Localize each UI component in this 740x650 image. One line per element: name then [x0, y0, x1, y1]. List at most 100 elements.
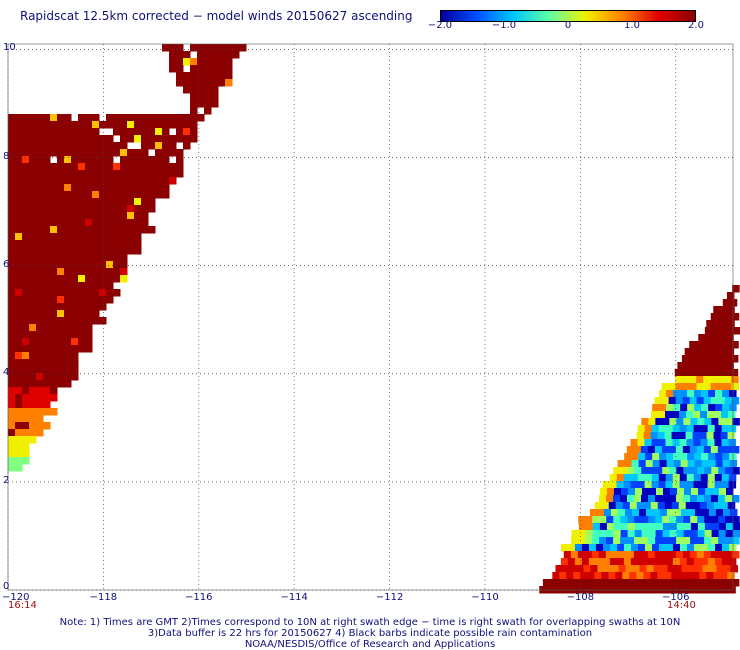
wind-difference-cell [50, 359, 58, 367]
wind-difference-cell [702, 355, 711, 363]
wind-difference-cell [92, 205, 100, 213]
wind-difference-cell [22, 296, 30, 304]
wind-difference-cell [709, 565, 717, 573]
wind-difference-cell [668, 551, 677, 559]
wind-difference-cell [732, 530, 740, 538]
wind-difference-cell [594, 502, 603, 510]
wind-difference-cell [225, 51, 233, 59]
wind-difference-cell [29, 380, 37, 388]
wind-difference-cell [704, 418, 712, 426]
wind-difference-cell [85, 198, 93, 206]
wind-difference-cell [15, 296, 23, 304]
wind-difference-cell [15, 114, 23, 122]
wind-difference-cell [583, 565, 591, 573]
wind-difference-cell [666, 390, 674, 398]
wind-difference-cell [658, 474, 667, 482]
wind-difference-cell [127, 191, 135, 199]
wind-difference-cell [722, 404, 730, 412]
wind-difference-cell [701, 390, 709, 398]
wind-difference-cell [64, 177, 72, 185]
wind-difference-cell [29, 149, 37, 157]
wind-difference-cell [71, 275, 79, 283]
wind-difference-cell [707, 558, 716, 566]
wind-difference-cell [22, 317, 30, 325]
wind-difference-cell [127, 240, 135, 248]
wind-difference-cell [8, 338, 16, 346]
wind-difference-cell [715, 460, 724, 468]
wind-difference-cell [22, 268, 30, 276]
wind-difference-cell [690, 530, 699, 538]
wind-difference-cell [693, 481, 702, 489]
wind-difference-cell [707, 544, 716, 552]
wind-difference-cell [148, 170, 156, 178]
wind-difference-cell [50, 170, 58, 178]
wind-difference-cell [15, 429, 23, 437]
wind-difference-cell [691, 488, 699, 496]
wind-difference-cell [78, 156, 86, 164]
wind-difference-cell [570, 551, 579, 559]
wind-difference-cell [654, 446, 663, 454]
wind-difference-cell [141, 114, 149, 122]
wind-difference-cell [71, 345, 79, 353]
wind-difference-cell [718, 523, 727, 531]
wind-difference-cell [728, 411, 736, 419]
wind-difference-cell [113, 121, 121, 129]
wind-difference-cell [50, 296, 58, 304]
wind-difference-cell [715, 509, 724, 517]
wind-difference-cell [120, 156, 128, 164]
wind-difference-cell [78, 184, 86, 192]
wind-difference-cell [85, 247, 93, 255]
wind-difference-cell [183, 114, 191, 122]
wind-difference-cell [92, 289, 100, 297]
wind-difference-cell [643, 432, 652, 440]
wind-difference-cell [718, 327, 727, 335]
wind-difference-cell [43, 317, 51, 325]
wind-difference-cell [43, 247, 51, 255]
wind-difference-cell [675, 495, 684, 503]
wind-difference-cell [624, 509, 633, 517]
wind-difference-cell [57, 142, 65, 150]
wind-difference-cell [708, 509, 717, 517]
wind-difference-cell [120, 163, 128, 171]
wind-difference-cell [169, 163, 177, 171]
wind-difference-cell [712, 348, 721, 356]
wind-difference-cell [706, 502, 715, 510]
wind-difference-cell [36, 394, 44, 402]
wind-difference-cell [169, 58, 177, 66]
wind-difference-cell [169, 51, 177, 59]
wind-difference-cell [714, 411, 722, 419]
wind-difference-cell [696, 579, 705, 587]
wind-difference-cell [615, 502, 624, 510]
wind-difference-cell [693, 558, 702, 566]
wind-difference-cell [71, 149, 79, 157]
wind-difference-cell [590, 565, 598, 573]
wind-difference-cell [106, 261, 114, 269]
wind-difference-cell [22, 366, 30, 374]
wind-difference-cell [169, 177, 177, 185]
wind-difference-cell [659, 460, 668, 468]
wind-difference-cell [680, 453, 688, 461]
note-line-2: 3)Data buffer is 22 hrs for 20150627 4) … [147, 628, 593, 639]
wind-difference-cell [633, 446, 642, 454]
wind-difference-cell [36, 359, 44, 367]
wind-difference-cell [106, 135, 114, 143]
wind-difference-cell [684, 348, 693, 356]
wind-difference-cell [731, 397, 740, 405]
wind-difference-cell [594, 572, 602, 580]
wind-difference-cell [731, 446, 740, 454]
wind-difference-cell [57, 310, 65, 318]
wind-difference-cell [637, 425, 646, 433]
wind-difference-cell [716, 565, 724, 573]
wind-difference-cell [71, 359, 79, 367]
wind-difference-cell [638, 453, 646, 461]
wind-difference-cell [43, 240, 51, 248]
wind-difference-cell [8, 149, 16, 157]
wind-difference-cell [630, 544, 639, 552]
wind-difference-cell [85, 219, 93, 227]
wind-difference-cell [36, 289, 44, 297]
wind-difference-cell [591, 551, 600, 559]
wind-difference-cell [71, 254, 79, 262]
wind-difference-cell [148, 114, 156, 122]
wind-difference-cell [731, 551, 740, 559]
wind-difference-cell [57, 254, 65, 262]
